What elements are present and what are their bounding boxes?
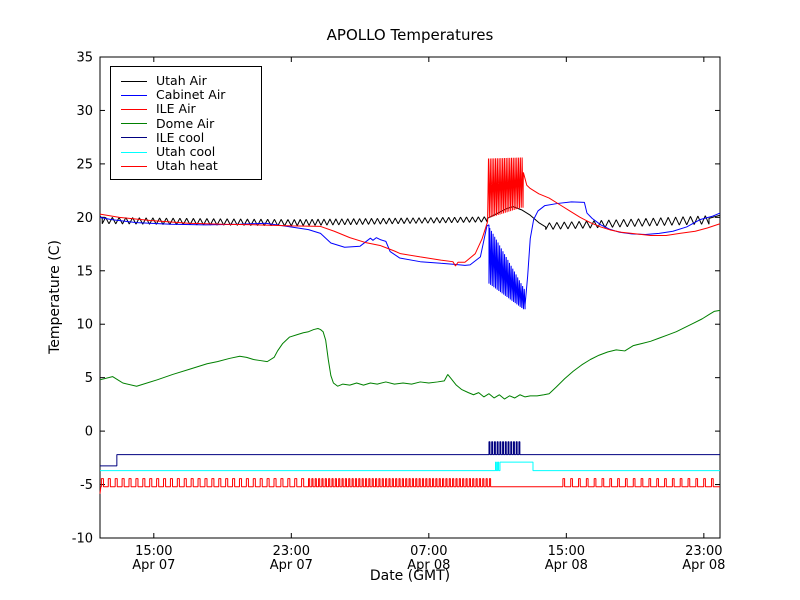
legend: Utah Air Cabinet Air ILE Air Dome Air ILE co…: [110, 66, 262, 181]
legend-entry-ile-cool: ILE cool: [121, 129, 255, 145]
legend-entry-utah-air: Utah Air: [121, 74, 255, 88]
x-tick-time: 07:00: [410, 544, 447, 559]
legend-entry-dome-air: Dome Air: [121, 115, 255, 131]
y-tick-label: 35: [76, 51, 93, 66]
x-tick-time: 23:00: [273, 544, 310, 559]
legend-entry-utah-cool: Utah cool: [121, 145, 255, 159]
legend-label: ILE Air: [156, 101, 196, 117]
chart-title: APOLLO Temperatures: [326, 26, 494, 44]
y-tick-label: -10: [72, 532, 93, 547]
y-tick-label: 20: [76, 211, 93, 226]
legend-entry-ile-air: ILE Air: [121, 102, 255, 116]
legend-label: Cabinet Air: [156, 87, 226, 103]
legend-line-swatch: [121, 165, 147, 167]
y-tick-label: 0: [85, 425, 93, 440]
legend-line-swatch: [121, 108, 147, 110]
x-tick-date: Apr 08: [545, 558, 588, 573]
series-cabinet-air: [99, 201, 721, 310]
y-tick-label: -5: [80, 478, 93, 493]
x-tick-date: Apr 07: [270, 558, 313, 573]
legend-line-swatch: [121, 123, 147, 125]
y-tick-label: 15: [76, 264, 93, 279]
legend-line-swatch: [121, 94, 147, 96]
legend-line-swatch: [121, 137, 147, 139]
x-tick-time: 15:00: [135, 544, 172, 559]
legend-entry-cabinet-air: Cabinet Air: [121, 88, 255, 102]
y-tick-label: 5: [85, 371, 93, 386]
y-tick-label: 30: [76, 104, 93, 119]
legend-label: ILE cool: [156, 129, 205, 145]
legend-line-swatch: [121, 80, 147, 82]
series-utah-air: [99, 206, 721, 230]
legend-label: Dome Air: [156, 115, 215, 131]
axes-frame: [99, 56, 721, 539]
legend-entry-utah-heat: Utah heat: [121, 159, 255, 173]
series-ile-cool: [100, 441, 720, 467]
x-tick-date: Apr 08: [682, 558, 725, 573]
x-axis-label: Date (GMT): [369, 568, 451, 584]
legend-label: Utah Air: [156, 73, 207, 89]
x-tick-time: 15:00: [548, 544, 585, 559]
x-tick-time: 23:00: [685, 544, 722, 559]
y-tick-label: 10: [76, 318, 93, 333]
series-utah-cool: [100, 461, 720, 472]
x-tick-date: Apr 08: [407, 558, 450, 573]
legend-label: Utah cool: [156, 144, 216, 160]
series-utah-heat: [99, 478, 720, 494]
x-tick-date: Apr 07: [132, 558, 175, 573]
series-lines: [99, 157, 721, 494]
legend-line-swatch: [121, 151, 147, 153]
y-tick-label: 25: [76, 157, 93, 172]
series-ile-air: [99, 157, 721, 267]
legend-label: Utah heat: [156, 158, 218, 174]
series-dome-air: [99, 309, 721, 400]
